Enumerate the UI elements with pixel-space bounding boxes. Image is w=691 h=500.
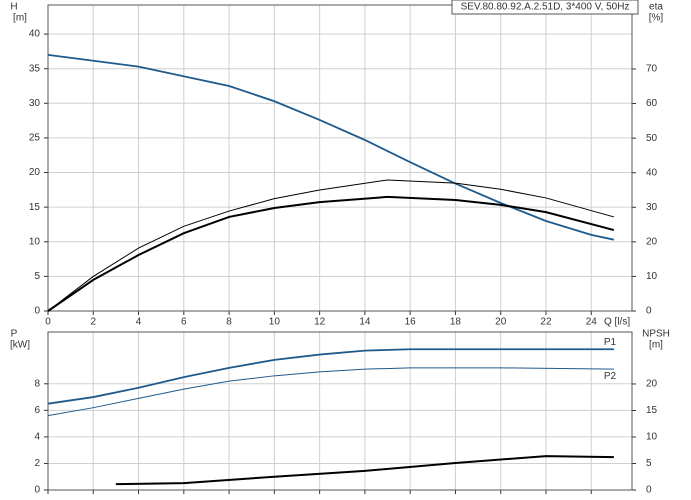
x-tick-label: 18 (450, 317, 462, 328)
y2-tick-label: 20 (646, 236, 658, 247)
y2-tick-label: 20 (646, 379, 658, 390)
y-axis-unit: [m] (13, 13, 27, 24)
y-axis-unit: [kW] (10, 340, 30, 351)
y2-tick-label: 30 (646, 202, 658, 213)
y-tick-label: 0 (34, 485, 40, 496)
y2-axis-label: eta (649, 2, 663, 13)
y-tick-label: 0 (34, 306, 40, 317)
x-tick-label: 10 (269, 317, 281, 328)
y-tick-label: 6 (34, 405, 40, 416)
y2-tick-label: 60 (646, 98, 658, 109)
y-tick-label: 4 (34, 432, 40, 443)
y2-tick-label: 40 (646, 167, 658, 178)
y2-axis-label: NPSH (642, 329, 670, 340)
series-line (115, 455, 614, 486)
y-tick-label: 5 (34, 271, 40, 282)
y-tick-label: 35 (29, 63, 41, 74)
series-line (47, 348, 614, 405)
y-tick-label: 8 (34, 378, 40, 389)
y-tick-label: 20 (29, 167, 41, 178)
x-tick-label: 4 (136, 317, 142, 328)
series-label: P2 (604, 371, 617, 382)
y2-tick-label: 70 (646, 64, 658, 75)
series-line (47, 195, 615, 312)
chart-title: SEV.80.80.92.A.2.51D, 3*400 V, 50Hz (461, 2, 630, 13)
y2-tick-label: 50 (646, 133, 658, 144)
plot-frame (47, 331, 633, 491)
x-tick-label: 22 (540, 317, 552, 328)
y2-tick-label: 5 (646, 458, 652, 469)
y-tick-label: 2 (34, 458, 40, 469)
y-tick-label: 30 (29, 98, 41, 109)
y-tick-label: 25 (29, 133, 41, 144)
series-label: P1 (604, 337, 617, 348)
series-line (47, 179, 615, 312)
series-line (47, 53, 615, 241)
series-line (47, 367, 614, 417)
y-tick-label: 40 (29, 29, 41, 40)
x-axis-label: Q [l/s] (604, 317, 630, 328)
y-tick-label: 10 (29, 236, 41, 247)
y-axis-label: P (11, 329, 18, 340)
y2-tick-label: 0 (646, 485, 652, 496)
y2-tick-label: 0 (646, 306, 652, 317)
x-tick-label: 2 (90, 317, 96, 328)
x-tick-label: 0 (45, 317, 51, 328)
y2-axis-unit: [%] (649, 13, 664, 24)
y-tick-label: 15 (29, 202, 41, 213)
y2-tick-label: 15 (646, 405, 658, 416)
y2-tick-label: 10 (646, 432, 658, 443)
y2-axis-unit: [m] (649, 340, 663, 351)
x-tick-label: 8 (226, 317, 232, 328)
y2-tick-label: 10 (646, 271, 658, 282)
x-tick-label: 12 (314, 317, 326, 328)
x-tick-label: 14 (359, 317, 371, 328)
x-tick-label: 6 (181, 317, 187, 328)
title-box (451, 0, 639, 15)
x-tick-label: 20 (495, 317, 507, 328)
x-tick-label: 24 (586, 317, 598, 328)
x-tick-label: 16 (405, 317, 417, 328)
plot-frame (47, 4, 633, 312)
y-axis-label: H (10, 2, 17, 13)
